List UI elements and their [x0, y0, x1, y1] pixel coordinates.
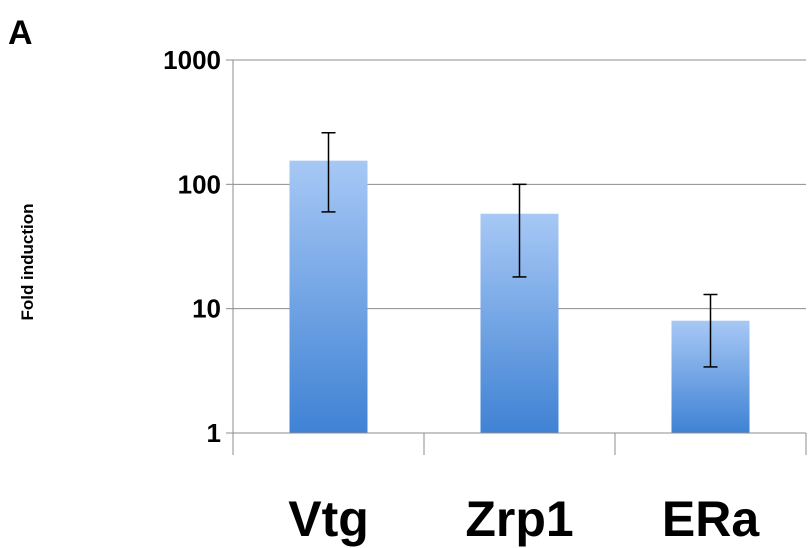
y-tick-label: 1000	[163, 45, 221, 75]
x-category-label: ERa	[662, 491, 760, 547]
axes	[226, 59, 807, 455]
y-tick-label: 100	[178, 169, 221, 199]
y-tick-label: 10	[192, 294, 221, 324]
x-category-label: Vtg	[288, 491, 369, 547]
error-bars	[321, 131, 718, 368]
y-tick-label: 1	[207, 418, 221, 448]
x-category-label: Zrp1	[465, 491, 573, 547]
panel-label: A	[8, 14, 33, 52]
tick-labels: 1 10 100 1000 Vtg Zrp1 ERa	[163, 45, 760, 547]
